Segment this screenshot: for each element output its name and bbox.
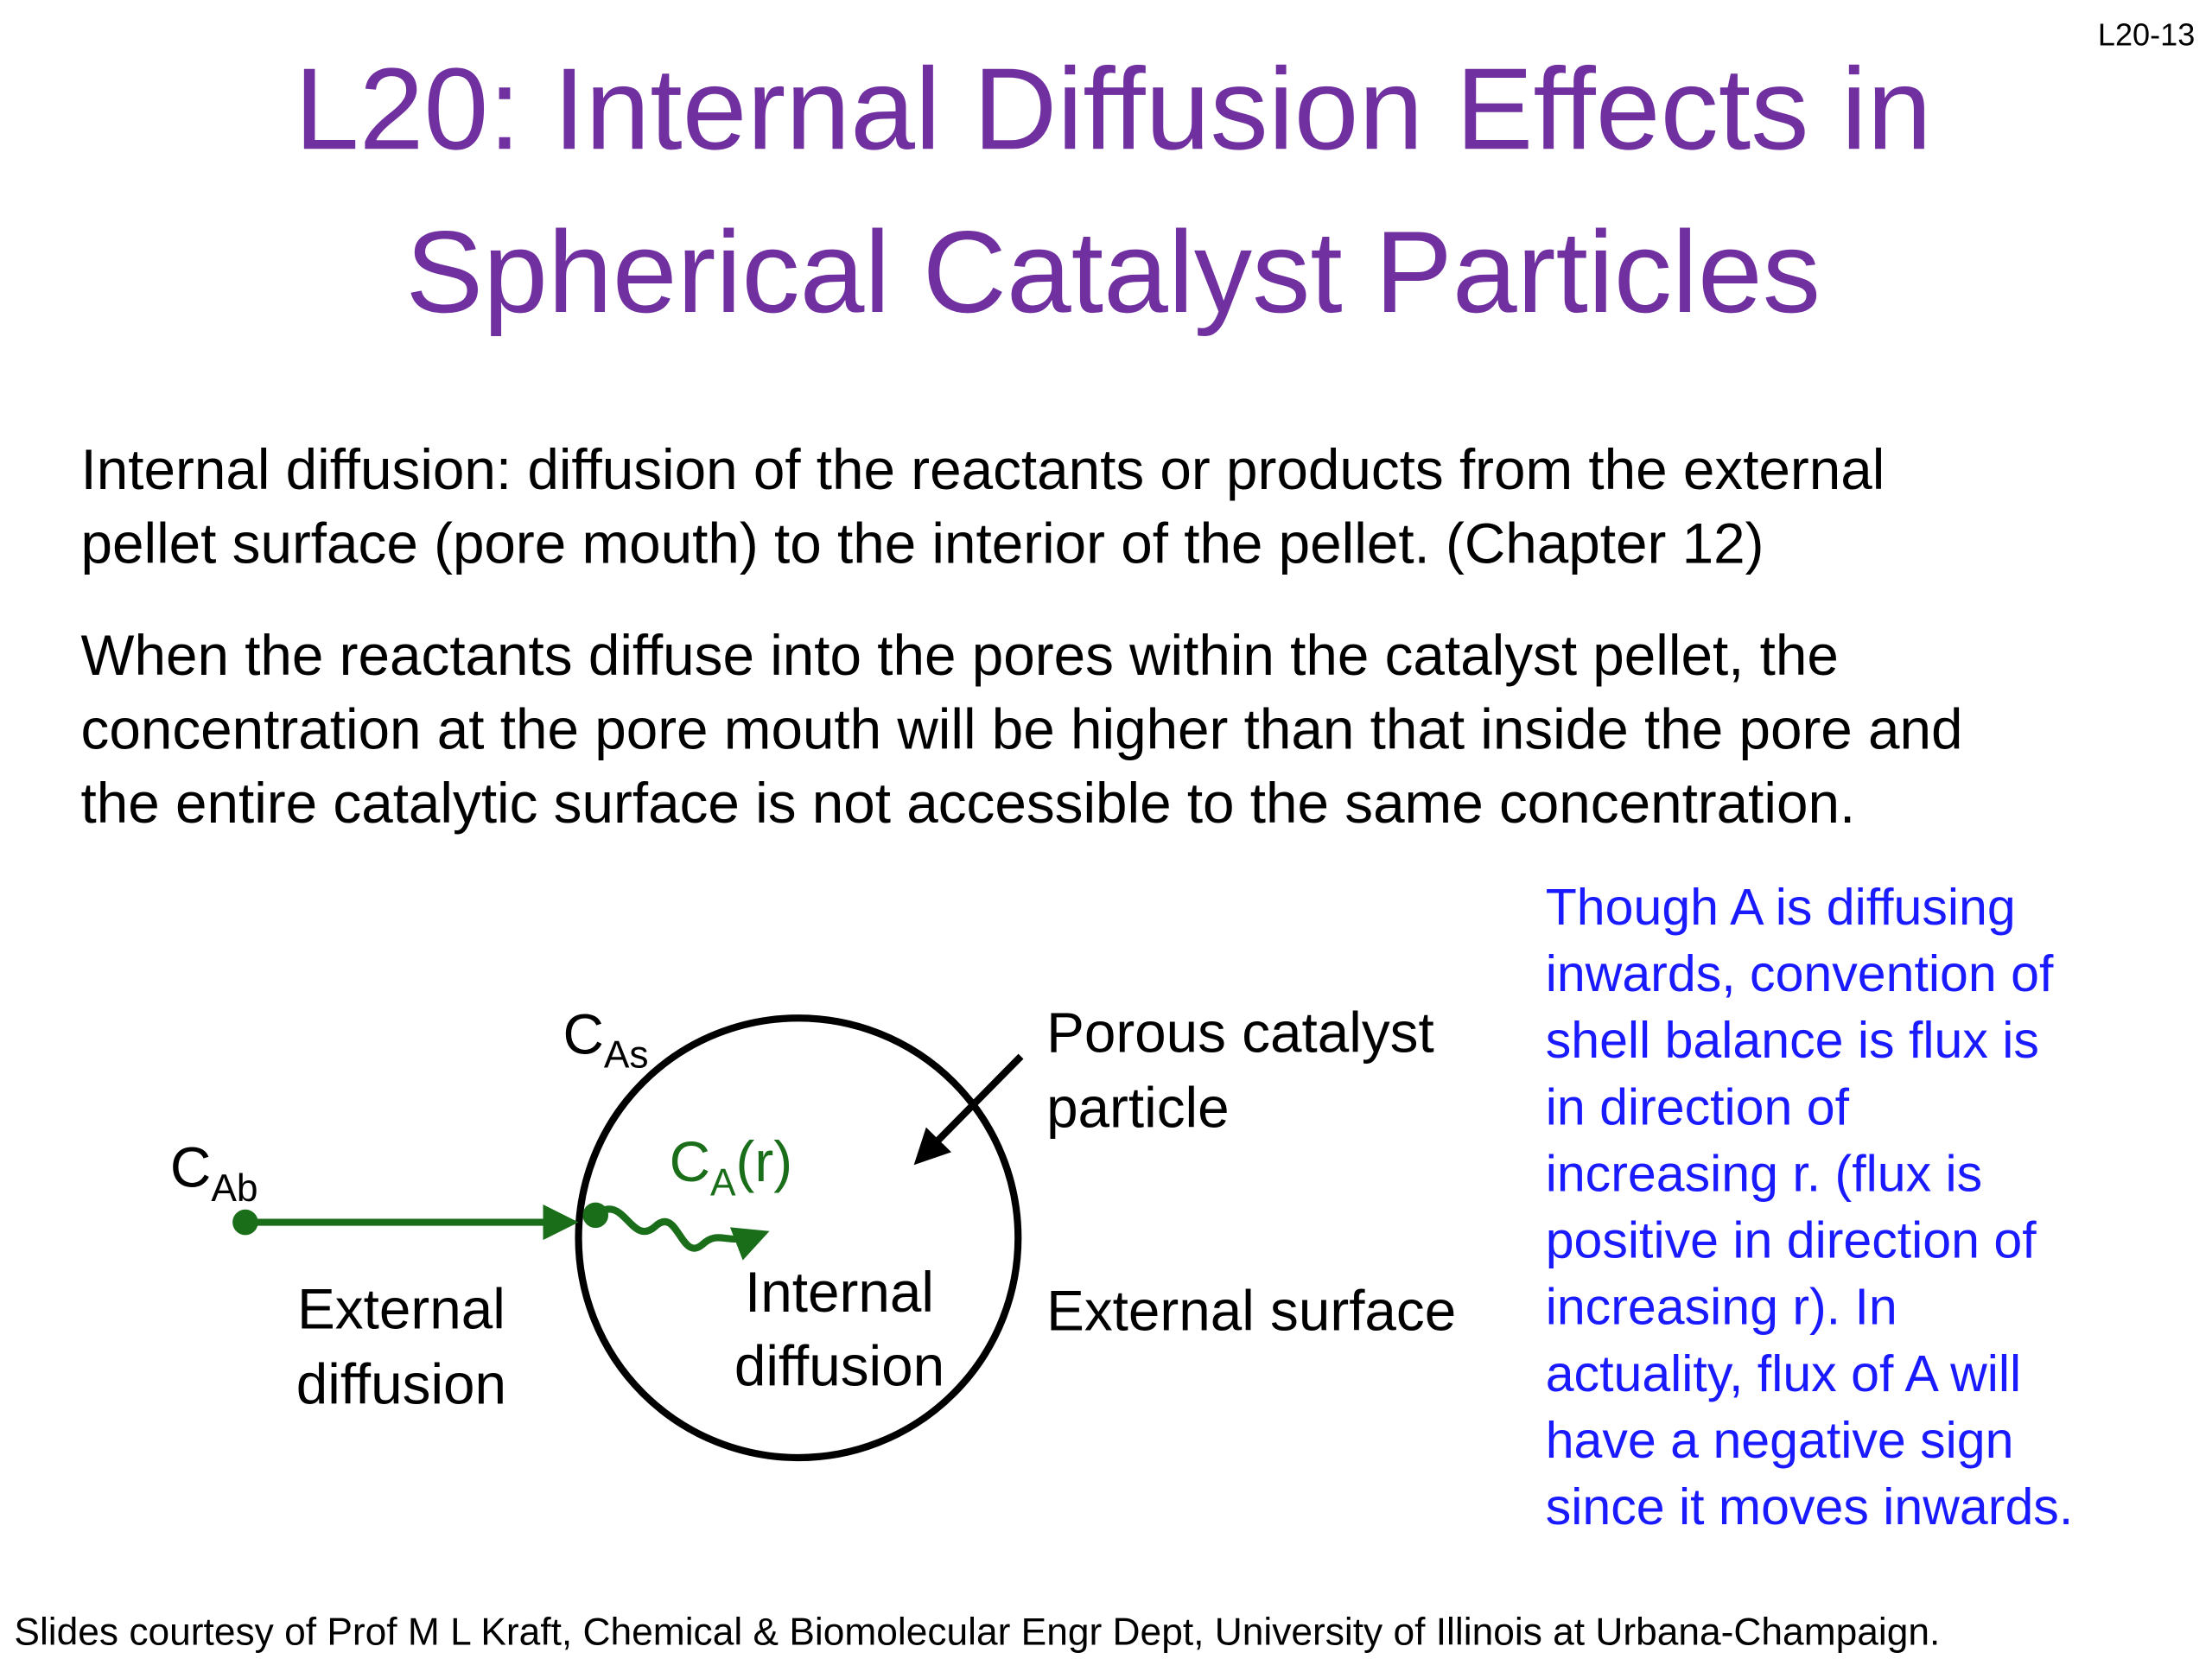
footer: Slides courtesy of Prof M L Kraft, Chemi… — [14, 1611, 1940, 1654]
internal-diffusion-label: Internal — [745, 1261, 934, 1324]
c-a-r-label: CA(r) — [670, 1130, 793, 1204]
c-as-label: CAs — [563, 1002, 648, 1076]
title-line: Spherical Catalyst Particles — [405, 207, 1821, 337]
particle-circle — [575, 1014, 1022, 1462]
internal-diffusion-label: diffusion — [734, 1334, 944, 1397]
c-as-sub: As — [604, 1034, 649, 1077]
note-line: positive in direction of — [1546, 1212, 2037, 1269]
external-surface-label: External surface — [1046, 1279, 1456, 1342]
external-diffusion-label: diffusion — [296, 1353, 506, 1416]
c-a-r-main: C — [670, 1130, 710, 1193]
porous-particle-label: particle — [1046, 1077, 1230, 1140]
c-ab-sub: Ab — [211, 1167, 257, 1210]
title: L20: Internal Diffusion Effects in Spheri… — [295, 43, 1932, 337]
c-a-r-suffix: (r) — [736, 1130, 793, 1193]
bulk-dot — [232, 1209, 258, 1236]
note-line: have a negative sign — [1546, 1412, 2014, 1469]
c-ab-label: CAb — [170, 1136, 258, 1210]
pointer-arrow — [913, 1053, 1024, 1166]
porous-particle-label: Porous catalyst — [1046, 1001, 1434, 1065]
body-text: Internal diffusion: diffusion of the rea… — [81, 438, 1963, 835]
note-line: inwards, convention of — [1546, 945, 2054, 1002]
internal-wavy-arrow — [593, 1205, 770, 1261]
note-line: increasing r. (flux is — [1546, 1145, 1983, 1202]
note-line: Though A is diffusing — [1546, 879, 2016, 936]
diagram-labels: External diffusion Internal diffusion Porous… — [296, 1001, 1434, 1416]
c-ab-main: C — [170, 1136, 211, 1199]
paragraph-line: pellet surface (pore mouth) to the inter… — [81, 512, 1764, 575]
external-diffusion-label: External — [297, 1278, 505, 1341]
note-line: shell balance is flux is — [1546, 1012, 2039, 1069]
paragraph-line: Internal diffusion: diffusion of the rea… — [81, 438, 1885, 501]
paragraph-line: When the reactants diffuse into the pore… — [81, 624, 1839, 687]
note: Though A is diffusing inwards, convention… — [1546, 879, 2074, 1535]
title-line: L20: Internal Diffusion Effects in — [295, 43, 1932, 174]
note-line: since it moves inwards. — [1546, 1478, 2074, 1535]
page-number: L20-13 — [2098, 17, 2195, 53]
note-line: increasing r). In — [1546, 1279, 1897, 1336]
paragraph-line: concentration at the pore mouth will be … — [81, 697, 1963, 760]
note-line: actuality, flux of A will — [1546, 1345, 2021, 1402]
paragraph-line: the entire catalytic surface is not acce… — [81, 772, 1856, 835]
note-line: in direction of — [1546, 1078, 1850, 1135]
c-as-main: C — [563, 1002, 603, 1065]
c-a-r-sub: A — [710, 1161, 736, 1204]
